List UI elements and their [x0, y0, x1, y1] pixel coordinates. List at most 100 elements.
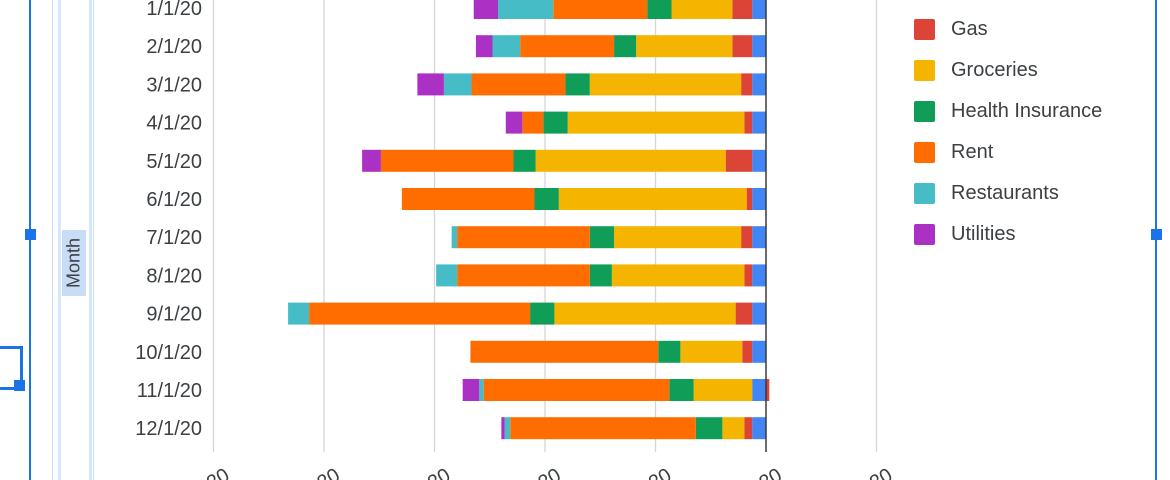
bar-segment[interactable]	[735, 302, 753, 325]
x-tick-label-fragment: 20	[866, 464, 896, 480]
legend-item[interactable]: Rent	[914, 140, 993, 164]
y-axis-title[interactable]: Month	[62, 230, 86, 296]
bar-segment[interactable]	[680, 340, 743, 363]
bar-segment[interactable]	[752, 226, 766, 249]
y-tick-label: 6/1/20	[146, 189, 202, 211]
bar-segment[interactable]	[475, 35, 493, 58]
bar-segment[interactable]	[553, 0, 648, 19]
bar-segment[interactable]	[288, 302, 310, 325]
bar-segment[interactable]	[752, 417, 766, 440]
bar-segment[interactable]	[752, 111, 766, 134]
bar-segment[interactable]	[752, 302, 766, 325]
bar-segment[interactable]	[417, 73, 444, 96]
bar-segment[interactable]	[498, 0, 554, 19]
bar-segment[interactable]	[589, 264, 612, 287]
bar-segment[interactable]	[558, 188, 747, 210]
y-tick-label: 1/1/20	[146, 0, 202, 20]
bar-segment[interactable]	[505, 111, 523, 134]
bar-segment[interactable]	[362, 149, 381, 172]
resize-handle-right[interactable]	[1151, 229, 1162, 240]
y-tick-label: 4/1/20	[146, 113, 202, 135]
bar-segment[interactable]	[752, 149, 766, 172]
bar-segment[interactable]	[752, 379, 766, 401]
bar-segment[interactable]	[504, 417, 511, 440]
bar-segment[interactable]	[522, 111, 544, 134]
bar-segment[interactable]	[732, 35, 753, 58]
y-tick-label: 10/1/20	[135, 342, 202, 364]
resize-handle-left[interactable]	[25, 229, 36, 240]
bar-segment[interactable]	[470, 340, 659, 363]
selection-box-fragment	[0, 346, 23, 390]
bar-segment[interactable]	[457, 264, 590, 287]
bar-segment[interactable]	[473, 0, 499, 19]
y-tick-label: 8/1/20	[146, 265, 202, 287]
bar-segment[interactable]	[695, 417, 723, 440]
bar-segment[interactable]	[443, 73, 472, 96]
legend-item[interactable]: Restaurants	[914, 181, 1059, 205]
bar-segment[interactable]	[567, 111, 745, 134]
resize-handle-corner[interactable]	[14, 380, 25, 391]
bar-segment[interactable]	[501, 417, 505, 440]
bar-segment[interactable]	[589, 73, 742, 96]
bar-segment[interactable]	[380, 149, 514, 172]
bar-segment[interactable]	[752, 264, 766, 287]
bar-segment[interactable]	[752, 340, 766, 363]
bar-segment[interactable]	[462, 379, 480, 401]
bar-segment[interactable]	[457, 226, 590, 249]
bar-segment[interactable]	[483, 379, 670, 401]
bar-segment[interactable]	[647, 0, 672, 19]
bar-segment[interactable]	[658, 340, 681, 363]
bar-segment[interactable]	[554, 302, 736, 325]
bar-segment[interactable]	[746, 188, 753, 210]
bar-segment[interactable]	[534, 188, 559, 210]
legend-item[interactable]: Groceries	[914, 58, 1038, 82]
bar-segment[interactable]	[693, 379, 753, 401]
bar-segment[interactable]	[744, 417, 753, 440]
bar-segment[interactable]	[725, 149, 753, 172]
bar-segment[interactable]	[752, 73, 766, 96]
bar-segment[interactable]	[744, 111, 753, 134]
bar-segment[interactable]	[742, 340, 753, 363]
bar-segment[interactable]	[436, 264, 458, 287]
legend-swatch	[914, 223, 935, 245]
bar-segment[interactable]	[535, 149, 726, 172]
bar-segment[interactable]	[520, 35, 615, 58]
legend-label: Gas	[951, 17, 988, 40]
legend-label: Groceries	[951, 58, 1038, 81]
bar-segment[interactable]	[565, 73, 590, 96]
bar-segment[interactable]	[513, 149, 536, 172]
bar-segment[interactable]	[732, 0, 753, 19]
bar-segment[interactable]	[471, 73, 566, 96]
bar-segment[interactable]	[669, 379, 694, 401]
bar-segment[interactable]	[589, 226, 615, 249]
x-tick-label-fragment: 20	[314, 464, 344, 480]
bar-segment[interactable]	[744, 264, 753, 287]
legend-item[interactable]: Health Insurance	[914, 99, 1102, 123]
chart-selection-border-right	[1155, 0, 1157, 480]
y-tick-label: 3/1/20	[146, 74, 202, 96]
bar-segment[interactable]	[479, 379, 484, 401]
bar-segment[interactable]	[766, 379, 770, 401]
bar-segment[interactable]	[741, 226, 753, 249]
bar-segment[interactable]	[752, 188, 766, 210]
legend-item[interactable]: Utilities	[914, 222, 1015, 246]
bar-segment[interactable]	[722, 417, 745, 440]
bar-segment[interactable]	[636, 35, 733, 58]
bar-segment[interactable]	[752, 35, 766, 58]
x-tick-label-fragment: 20	[645, 464, 675, 480]
bar-segment[interactable]	[614, 226, 742, 249]
legend-item[interactable]: Gas	[914, 17, 988, 41]
bar-segment[interactable]	[543, 111, 568, 134]
bar-segment[interactable]	[401, 188, 535, 210]
bar-segment[interactable]	[451, 226, 458, 249]
bar-segment[interactable]	[492, 35, 521, 58]
bar-segment[interactable]	[530, 302, 555, 325]
bar-segment[interactable]	[510, 417, 696, 440]
bar-segment[interactable]	[611, 264, 745, 287]
bar-segment[interactable]	[614, 35, 637, 58]
bar-segment[interactable]	[741, 73, 753, 96]
bar-segment[interactable]	[309, 302, 531, 325]
bar-segment[interactable]	[752, 0, 766, 19]
bar-segment[interactable]	[671, 0, 733, 19]
